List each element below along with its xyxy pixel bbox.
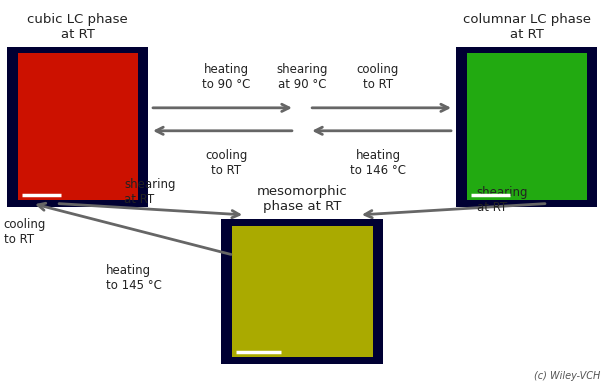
Text: heating
to 146 °C: heating to 146 °C	[350, 149, 406, 177]
Text: shearing
at RT: shearing at RT	[124, 178, 176, 206]
Text: heating
to 90 °C: heating to 90 °C	[202, 63, 250, 91]
Bar	[232, 226, 373, 357]
Bar	[18, 53, 137, 200]
Text: (c) Wiley-VCH: (c) Wiley-VCH	[534, 371, 600, 381]
Bar	[221, 219, 384, 364]
Text: cooling
to RT: cooling to RT	[357, 63, 399, 91]
Text: shearing
at RT: shearing at RT	[477, 185, 528, 214]
Text: shearing
at 90 °C: shearing at 90 °C	[276, 63, 328, 91]
Text: cooling
to RT: cooling to RT	[4, 218, 46, 246]
Text: columnar LC phase
at RT: columnar LC phase at RT	[463, 13, 590, 41]
Text: cooling
to RT: cooling to RT	[205, 149, 247, 177]
Text: cubic LC phase
at RT: cubic LC phase at RT	[27, 13, 128, 41]
Bar	[466, 53, 587, 200]
Text: heating
to 145 °C: heating to 145 °C	[106, 264, 162, 292]
Text: mesomorphic
phase at RT: mesomorphic phase at RT	[257, 185, 347, 213]
Bar	[456, 46, 597, 207]
Bar	[7, 46, 148, 207]
